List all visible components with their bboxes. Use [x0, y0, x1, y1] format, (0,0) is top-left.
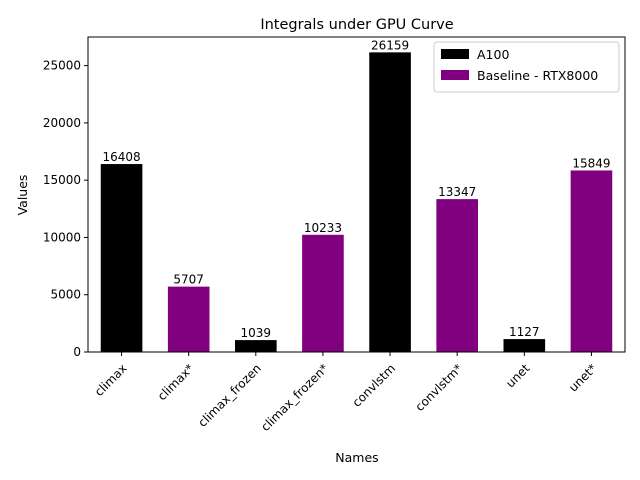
- x-tick-label-climax: climax: [92, 361, 130, 399]
- legend-label-1: Baseline - RTX8000: [477, 68, 598, 83]
- y-axis-label: Values: [15, 175, 30, 216]
- x-tick-label-climax*: climax*: [155, 361, 197, 403]
- bar-convlstm*: [436, 199, 478, 352]
- bar-climax_frozen: [235, 340, 277, 352]
- y-tick-label: 15000: [43, 173, 81, 187]
- bar-climax*: [167, 286, 210, 352]
- x-tick-label-convlstm*: convlstm*: [413, 361, 466, 414]
- bar-convlstm: [369, 52, 411, 353]
- bar-climax_frozen*: [302, 234, 344, 352]
- data-label-climax: 16408: [102, 150, 140, 164]
- data-label-climax*: 5707: [173, 273, 204, 287]
- x-tick-label-unet: unet: [503, 361, 532, 390]
- legend: A100 Baseline - RTX8000: [433, 41, 620, 93]
- bar-climax: [100, 164, 143, 352]
- x-tick-label-climax_frozen: climax_frozen: [195, 361, 264, 430]
- y-tick-label: 25000: [43, 59, 81, 73]
- x-axis-label: Names: [335, 450, 378, 465]
- legend-swatch-1: [441, 70, 469, 80]
- data-label-convlstm: 26159: [371, 38, 409, 52]
- y-tick-label: 20000: [43, 116, 81, 130]
- data-label-climax_frozen*: 10233: [304, 221, 342, 235]
- legend-box: [433, 41, 620, 93]
- bar-unet: [503, 339, 546, 352]
- chart-title: Integrals under GPU Curve: [260, 17, 453, 33]
- axes-frame: [87, 36, 626, 353]
- x-tick-label-climax_frozen*: climax_frozen*: [258, 361, 331, 434]
- data-label-climax_frozen: 1039: [241, 326, 272, 340]
- legend-swatch-0: [441, 49, 469, 59]
- data-label-convlstm*: 13347: [438, 185, 476, 199]
- y-tick-label: 0: [73, 345, 81, 359]
- data-label-unet: 1127: [509, 325, 540, 339]
- bar-unet*: [570, 170, 613, 352]
- y-tick-label: 5000: [50, 288, 81, 302]
- x-tick-label-unet*: unet*: [566, 361, 599, 394]
- data-label-unet*: 15849: [572, 156, 610, 170]
- plot-area: 16408 5707 1039 10233 26159 13347 1127 15849 0 50…: [43, 36, 626, 434]
- legend-label-0: A100: [477, 47, 509, 62]
- x-tick-label-convlstm: convlstm: [350, 361, 399, 410]
- y-tick-label: 10000: [43, 230, 81, 244]
